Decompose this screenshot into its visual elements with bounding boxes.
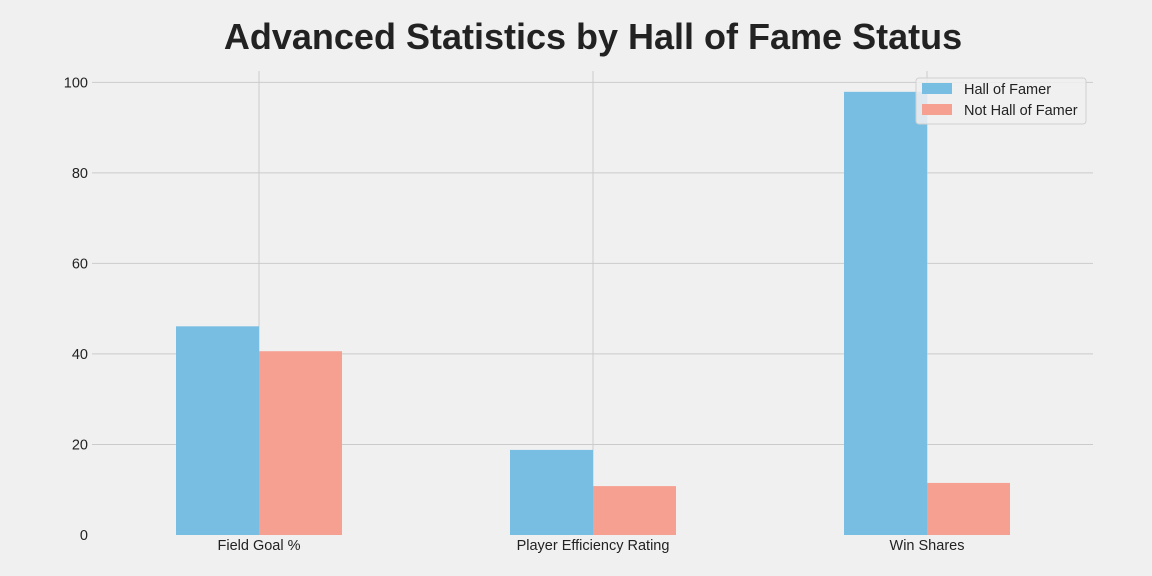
y-tick-label-20: 20: [72, 437, 88, 453]
bar-hall-of-famer-field-goal: [176, 326, 259, 535]
legend-box: [915, 77, 1087, 125]
bar-not-hall-of-famer-field-goal: [259, 351, 342, 535]
bar-hall-of-famer-player-efficiency-rating: [510, 449, 593, 535]
x-tick-label-win-shares: Win Shares: [890, 538, 965, 554]
legend-label-hall-of-famer: Hall of Famer: [964, 82, 1051, 98]
x-tick-label-player-efficiency-rating: Player Efficiency Rating: [517, 538, 670, 554]
y-tick-label-80: 80: [72, 166, 88, 182]
bar-not-hall-of-famer-player-efficiency-rating: [593, 486, 676, 535]
y-tick-label-100: 100: [64, 75, 88, 91]
x-axis-tick-labels: Field Goal % Player Efficiency Rating Win …: [217, 538, 964, 554]
legend: Hall of Famer Not Hall of Famer: [915, 77, 1087, 125]
legend-label-not-hall-of-famer: Not Hall of Famer: [964, 103, 1078, 119]
x-tick-label-field-goal: Field Goal %: [217, 538, 300, 554]
chart-title: Advanced Statistics by Hall of Fame Stat…: [224, 16, 962, 57]
y-tick-label-0: 0: [80, 528, 88, 544]
legend-swatch-hall-of-famer: [922, 83, 952, 94]
bar-not-hall-of-famer-win-shares: [927, 482, 1010, 535]
y-axis-tick-labels: 0 20 40 60 80 100: [64, 75, 88, 544]
bars: [176, 91, 1010, 535]
y-tick-label-40: 40: [72, 347, 88, 363]
y-tick-label-60: 60: [72, 256, 88, 272]
bar-hall-of-famer-win-shares: [844, 91, 927, 535]
legend-swatch-not-hall-of-famer: [922, 104, 952, 115]
